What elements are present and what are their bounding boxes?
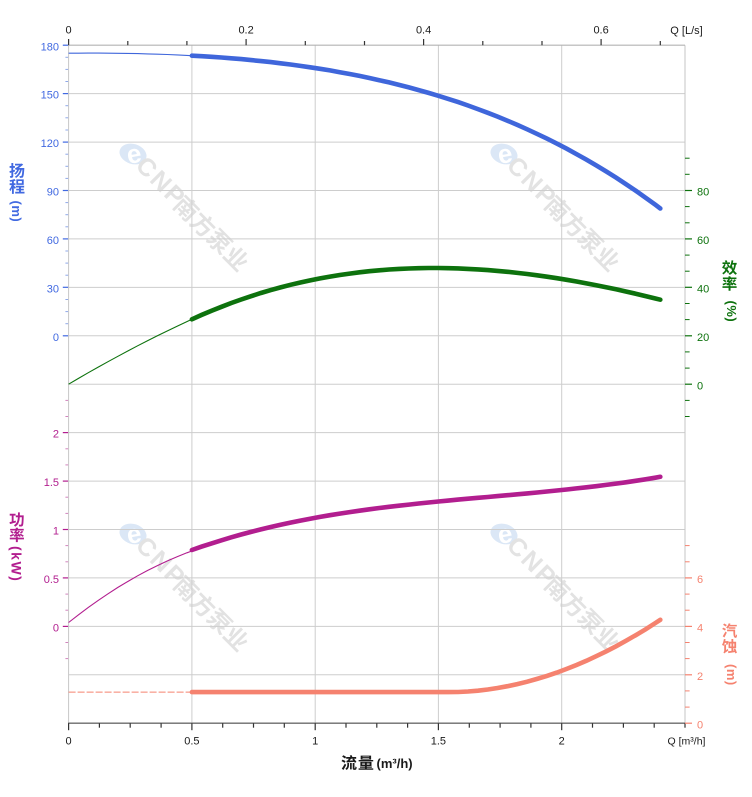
svg-text:e: e (124, 518, 143, 550)
svg-text:6: 6 (697, 574, 703, 586)
svg-text:0.5: 0.5 (44, 574, 59, 586)
svg-text:1: 1 (53, 526, 59, 538)
svg-text:20: 20 (697, 332, 709, 344)
svg-text:2: 2 (53, 429, 59, 441)
svg-text:60: 60 (697, 235, 709, 247)
svg-text:180: 180 (41, 41, 59, 53)
svg-text:40: 40 (697, 283, 709, 295)
svg-text:(m): (m) (724, 664, 739, 686)
svg-text:0.2: 0.2 (238, 25, 253, 37)
svg-text:4: 4 (697, 623, 703, 635)
svg-text:0.5: 0.5 (184, 736, 199, 748)
svg-text:(kW): (kW) (9, 546, 25, 582)
svg-text:e: e (495, 138, 514, 170)
svg-text:1.5: 1.5 (431, 736, 446, 748)
svg-text:0: 0 (697, 719, 703, 731)
svg-text:150: 150 (41, 90, 59, 102)
svg-text:Q [m³/h]: Q [m³/h] (668, 736, 706, 748)
svg-text:e: e (124, 138, 143, 170)
svg-text:0.6: 0.6 (593, 25, 608, 37)
svg-text:2: 2 (697, 671, 703, 683)
svg-text:30: 30 (47, 283, 59, 295)
svg-text:(m³/h): (m³/h) (377, 756, 413, 771)
svg-text:1: 1 (312, 736, 318, 748)
svg-text:e: e (495, 518, 514, 550)
svg-text:(m): (m) (9, 201, 24, 223)
svg-text:90: 90 (47, 187, 59, 199)
svg-text:0: 0 (66, 25, 72, 37)
svg-text:0.4: 0.4 (416, 25, 431, 37)
svg-text:1.5: 1.5 (44, 477, 59, 489)
svg-text:80: 80 (697, 187, 709, 199)
svg-text:0: 0 (697, 380, 703, 392)
svg-text:2: 2 (559, 736, 565, 748)
svg-text:(%): (%) (724, 301, 739, 323)
svg-text:60: 60 (47, 235, 59, 247)
svg-text:0: 0 (53, 332, 59, 344)
svg-text:Q [L/s]: Q [L/s] (670, 25, 702, 37)
svg-text:0: 0 (66, 736, 72, 748)
svg-text:120: 120 (41, 138, 59, 150)
svg-text:0: 0 (53, 623, 59, 635)
